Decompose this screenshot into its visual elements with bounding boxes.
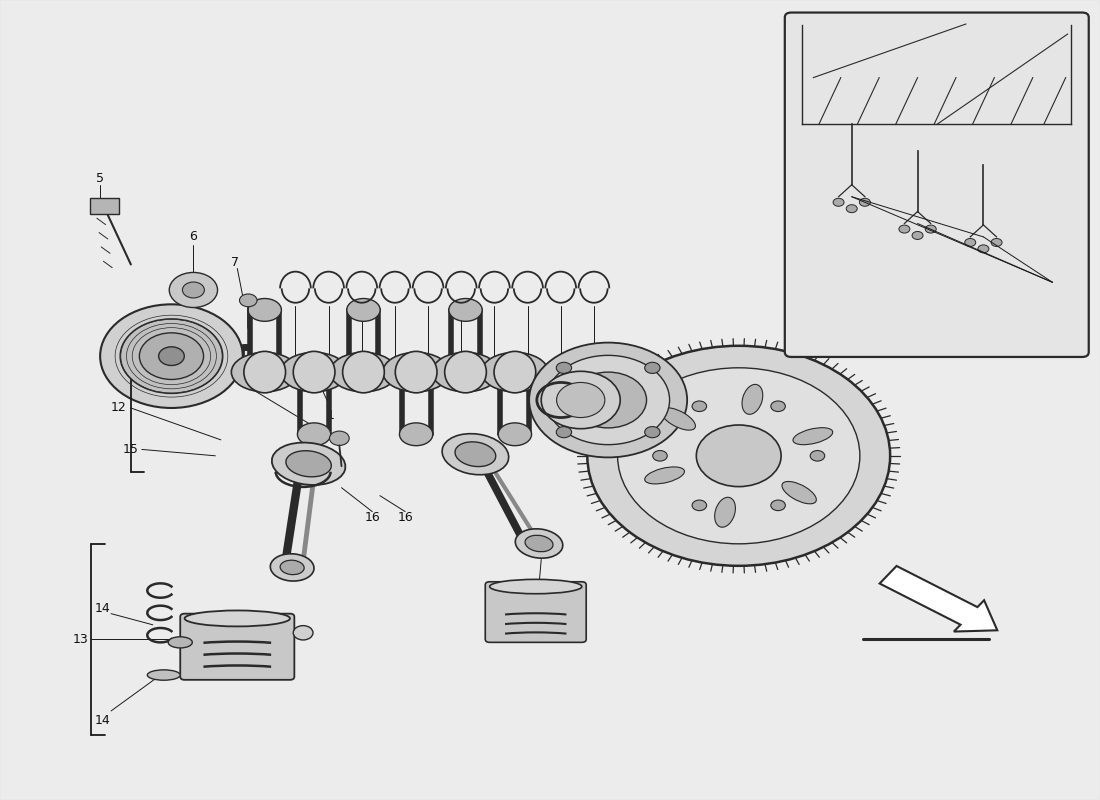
Circle shape: [169, 273, 218, 307]
Circle shape: [587, 346, 890, 566]
Text: 2: 2: [557, 376, 564, 389]
Circle shape: [557, 426, 572, 438]
Circle shape: [100, 304, 243, 408]
Text: 11: 11: [717, 355, 734, 368]
Circle shape: [846, 205, 857, 213]
Circle shape: [294, 626, 313, 640]
Ellipse shape: [645, 467, 684, 484]
FancyBboxPatch shape: [784, 13, 1089, 357]
Ellipse shape: [168, 637, 192, 648]
Circle shape: [120, 319, 223, 394]
Ellipse shape: [147, 670, 180, 680]
Text: 1: 1: [327, 410, 334, 422]
Ellipse shape: [272, 442, 345, 485]
Ellipse shape: [449, 298, 482, 322]
Circle shape: [529, 342, 688, 458]
Ellipse shape: [280, 560, 305, 574]
Ellipse shape: [395, 351, 437, 393]
Text: 3: 3: [524, 376, 531, 389]
Ellipse shape: [515, 529, 563, 558]
Circle shape: [991, 238, 1002, 246]
Text: 4: 4: [590, 376, 597, 389]
Text: 3: 3: [292, 376, 299, 389]
Circle shape: [557, 362, 572, 374]
Text: 2: 2: [390, 376, 399, 389]
Ellipse shape: [442, 434, 508, 474]
Ellipse shape: [444, 351, 486, 393]
Circle shape: [570, 372, 647, 428]
Circle shape: [912, 231, 923, 239]
Circle shape: [652, 450, 668, 461]
Ellipse shape: [383, 353, 450, 392]
Ellipse shape: [346, 298, 381, 322]
Text: 13: 13: [73, 633, 88, 646]
Text: 18: 18: [1050, 286, 1066, 298]
Ellipse shape: [286, 450, 331, 477]
Circle shape: [557, 382, 605, 418]
Text: 13: 13: [531, 585, 547, 598]
Circle shape: [859, 198, 870, 206]
Text: 7: 7: [231, 255, 239, 269]
Circle shape: [811, 450, 825, 461]
Text: 3: 3: [358, 376, 365, 389]
Circle shape: [140, 333, 204, 379]
Ellipse shape: [271, 554, 314, 581]
Text: 16: 16: [364, 511, 381, 525]
Circle shape: [692, 500, 706, 510]
Circle shape: [158, 347, 185, 366]
Ellipse shape: [498, 423, 531, 446]
Text: 14: 14: [95, 714, 110, 727]
FancyBboxPatch shape: [180, 614, 295, 680]
Circle shape: [833, 198, 844, 206]
Text: 9: 9: [576, 353, 585, 366]
Circle shape: [645, 426, 660, 438]
Ellipse shape: [782, 482, 816, 504]
Ellipse shape: [490, 579, 582, 594]
Ellipse shape: [661, 408, 695, 430]
Ellipse shape: [342, 351, 384, 393]
Text: 5: 5: [96, 172, 104, 185]
Text: 8: 8: [557, 355, 565, 368]
Ellipse shape: [399, 423, 432, 446]
Text: 2: 2: [458, 376, 465, 389]
Ellipse shape: [248, 298, 282, 322]
Ellipse shape: [330, 353, 397, 392]
Circle shape: [696, 425, 781, 486]
Text: 4: 4: [491, 376, 498, 389]
Ellipse shape: [294, 351, 334, 393]
Circle shape: [899, 225, 910, 233]
Ellipse shape: [715, 498, 736, 527]
Ellipse shape: [231, 353, 298, 392]
Ellipse shape: [525, 535, 553, 552]
Circle shape: [240, 294, 257, 306]
Circle shape: [965, 238, 976, 246]
Ellipse shape: [432, 353, 499, 392]
Circle shape: [330, 431, 349, 446]
Circle shape: [925, 225, 936, 233]
Ellipse shape: [455, 442, 496, 466]
Text: 10: 10: [604, 349, 619, 362]
Circle shape: [978, 245, 989, 253]
Circle shape: [617, 368, 860, 544]
Ellipse shape: [482, 353, 548, 392]
Text: 12: 12: [111, 402, 126, 414]
Ellipse shape: [742, 384, 762, 414]
Text: 3: 3: [425, 376, 432, 389]
Text: 6: 6: [189, 230, 197, 243]
Ellipse shape: [280, 353, 348, 392]
Ellipse shape: [793, 428, 833, 445]
FancyBboxPatch shape: [90, 198, 119, 214]
Ellipse shape: [297, 423, 331, 446]
Text: 2: 2: [324, 376, 332, 389]
Circle shape: [541, 371, 620, 429]
Text: 15: 15: [123, 443, 139, 456]
Circle shape: [692, 401, 706, 411]
Circle shape: [645, 362, 660, 374]
Ellipse shape: [185, 610, 290, 626]
Ellipse shape: [494, 351, 536, 393]
Circle shape: [771, 401, 785, 411]
Text: 17: 17: [158, 336, 174, 349]
Circle shape: [771, 500, 785, 510]
Circle shape: [183, 282, 205, 298]
